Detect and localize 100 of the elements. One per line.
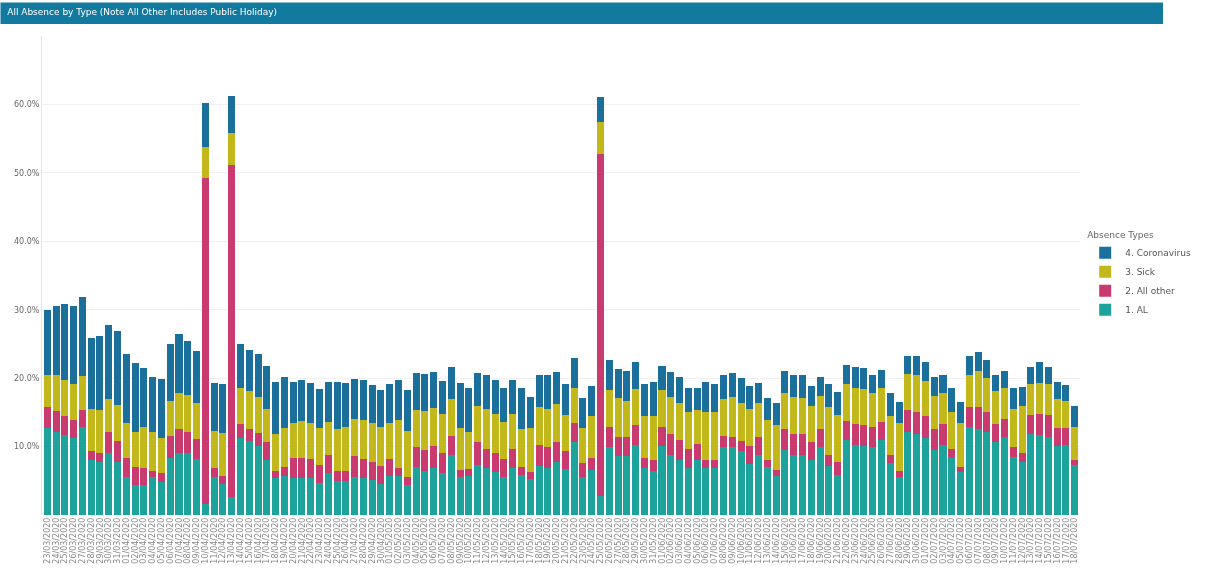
bar	[105, 452, 113, 515]
x-tick-label: 28/05/2020	[622, 517, 632, 564]
bar	[895, 402, 903, 423]
x-tick-label: 22/04/2020	[306, 517, 316, 564]
bar	[992, 391, 1000, 424]
bar	[1009, 446, 1017, 457]
bar	[1044, 384, 1052, 416]
x-tick-label: 02/05/2020	[394, 517, 404, 564]
x-tick-label: 28/03/2020	[86, 517, 96, 564]
bar	[149, 376, 157, 433]
x-tick-label: 20/05/2020	[552, 517, 562, 564]
bar	[1009, 387, 1017, 409]
x-tick-label: 23/03/2020	[42, 517, 52, 564]
bar	[913, 411, 921, 435]
bar	[430, 445, 438, 468]
bar	[649, 459, 657, 471]
x-tick-label: 23/06/2020	[850, 517, 860, 564]
bar	[869, 426, 877, 447]
x-tick-label: 15/06/2020	[780, 517, 790, 564]
bar	[438, 414, 446, 453]
bar	[70, 384, 78, 420]
bar	[869, 446, 877, 515]
x-tick-label: 04/05/2020	[411, 517, 421, 564]
bar	[711, 411, 719, 461]
bar	[579, 462, 587, 477]
bar	[509, 468, 517, 515]
x-tick-label: 07/04/2020	[174, 517, 184, 564]
x-tick-label: 15/04/2020	[244, 517, 254, 564]
x-tick-label: 25/06/2020	[868, 517, 878, 564]
bar	[149, 477, 157, 515]
bar	[798, 434, 807, 456]
bar	[790, 454, 798, 515]
bar	[1036, 414, 1044, 435]
bar	[640, 383, 648, 416]
bar	[228, 496, 236, 515]
bar	[711, 468, 719, 515]
bar	[236, 387, 244, 424]
bar	[1036, 382, 1044, 415]
bar	[430, 408, 438, 446]
bar	[526, 428, 534, 472]
bar	[315, 482, 324, 515]
bar	[1027, 367, 1035, 385]
bar	[526, 396, 534, 429]
x-tick-label: 08/07/2020	[982, 517, 992, 564]
bar	[1000, 436, 1008, 515]
bar	[245, 429, 253, 442]
bar	[307, 478, 315, 515]
y-tick-label: 30.0%	[13, 305, 40, 315]
bar	[895, 422, 903, 471]
x-tick-label: 22/06/2020	[842, 517, 852, 564]
bar	[122, 354, 130, 424]
x-tick-label: 27/04/2020	[350, 517, 360, 564]
bar	[1044, 436, 1052, 515]
bar	[755, 436, 763, 455]
bar	[553, 462, 561, 515]
x-tick-label: 30/04/2020	[376, 517, 386, 564]
bar	[684, 468, 692, 515]
bar	[201, 103, 209, 147]
x-tick-label: 21/05/2020	[560, 517, 570, 564]
x-tick-label: 20/06/2020	[824, 517, 834, 564]
bar	[157, 472, 165, 483]
x-tick-label: 19/06/2020	[815, 517, 825, 564]
x-tick-label: 05/05/2020	[420, 517, 430, 564]
x-tick-label: 25/04/2020	[332, 517, 342, 564]
x-tick-label: 09/07/2020	[991, 517, 1001, 564]
x-tick-label: 10/07/2020	[1000, 517, 1010, 564]
bar	[114, 404, 122, 442]
bar	[921, 380, 929, 417]
bar	[834, 415, 842, 463]
bar	[509, 449, 517, 469]
bar	[676, 460, 684, 515]
x-tick-label: 30/05/2020	[640, 517, 650, 564]
x-tick-label: 10/06/2020	[736, 517, 746, 564]
bar	[842, 365, 850, 385]
bar	[43, 310, 51, 375]
x-tick-label: 24/05/2020	[587, 517, 597, 564]
x-tick-label: 31/05/2020	[648, 517, 658, 564]
bar	[913, 434, 921, 515]
bar	[315, 465, 324, 483]
bar	[781, 370, 789, 394]
bar	[640, 458, 648, 469]
x-tick-label: 10/05/2020	[464, 517, 474, 564]
bar	[114, 462, 122, 515]
y-tick-label: 10.0%	[13, 442, 40, 452]
x-tick-label: 16/06/2020	[789, 517, 799, 564]
x-tick-label: 12/04/2020	[218, 517, 228, 564]
bar	[913, 356, 921, 376]
bar	[70, 437, 78, 515]
bar	[561, 383, 569, 416]
bar	[570, 387, 578, 423]
bar	[965, 406, 973, 428]
x-tick-label: 15/07/2020	[1043, 517, 1053, 564]
bar	[386, 422, 394, 459]
bar	[447, 455, 455, 515]
bar	[842, 420, 850, 441]
bar	[482, 468, 490, 515]
bar	[825, 455, 833, 467]
x-tick-label: 27/06/2020	[885, 517, 895, 564]
bar	[790, 374, 798, 398]
bar	[315, 428, 324, 466]
